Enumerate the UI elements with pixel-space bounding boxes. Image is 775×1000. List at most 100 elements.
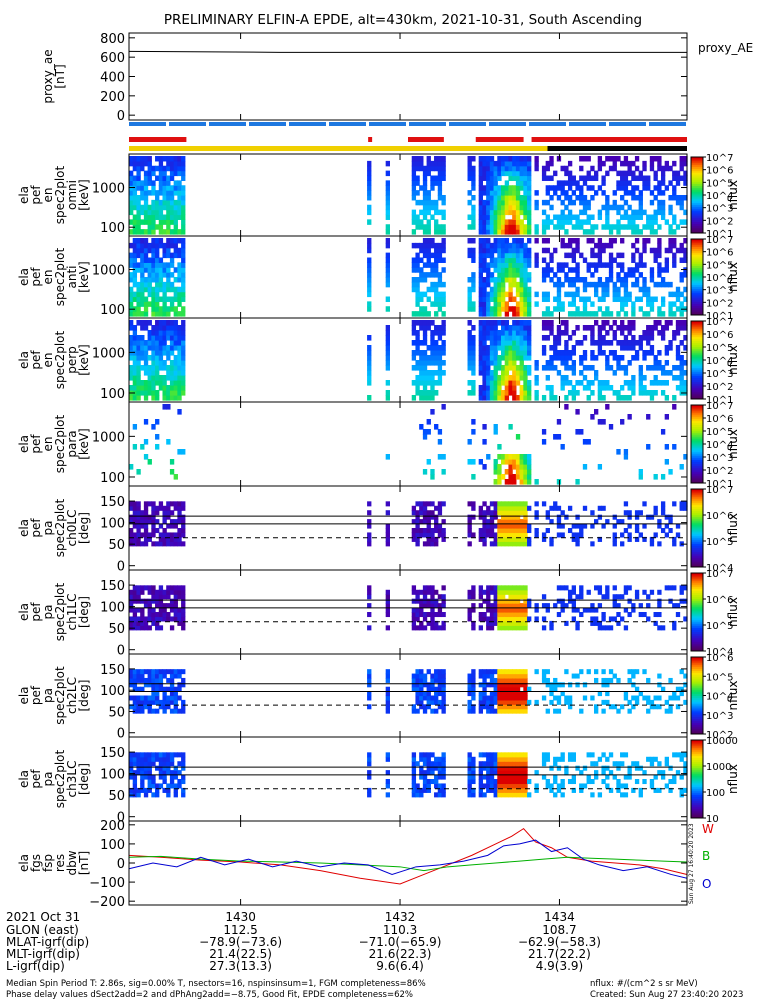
colorbar-cell: [691, 617, 703, 621]
heatmap-cell: [136, 699, 141, 705]
colorbar-cell: [691, 535, 703, 539]
heatmap-cell: [605, 360, 610, 366]
heatmap-cell: [493, 247, 498, 254]
heatmap-cell: [367, 532, 372, 538]
heatmap-cell: [143, 787, 149, 793]
heatmap-cell: [653, 195, 658, 201]
heatmap-cell: [140, 695, 145, 701]
heatmap-cell: [508, 306, 513, 312]
heatmap-cell: [151, 395, 156, 401]
heatmap-cell: [385, 523, 390, 529]
heatmap-cell: [512, 190, 517, 196]
heatmap-cell: [143, 175, 149, 181]
heatmap-cell: [385, 224, 390, 230]
heatmap-cell: [515, 301, 521, 307]
colorbar-cell: [691, 185, 703, 188]
heatmap-cell: [166, 224, 171, 230]
heatmap-cell: [556, 277, 562, 283]
heatmap-cell: [493, 375, 498, 381]
y-tick-label: 100: [100, 303, 125, 318]
heatmap-cell: [497, 454, 502, 460]
heatmap-cell: [441, 695, 446, 701]
heatmap-cell: [523, 686, 528, 692]
heatmap-cell: [367, 589, 372, 595]
heatmap-cell: [553, 779, 558, 785]
heatmap-cell: [564, 330, 569, 336]
heatmap-cell: [519, 156, 524, 162]
heatmap-cell: [605, 195, 610, 201]
colorbar-cell: [691, 682, 703, 685]
heatmap-cell: [385, 267, 390, 273]
heatmap-cell: [638, 532, 643, 538]
heatmap-cell: [162, 247, 167, 254]
heatmap-cell: [620, 267, 625, 273]
heatmap-cell: [508, 242, 513, 249]
heatmap-cell: [597, 281, 603, 288]
heatmap-cell: [653, 214, 658, 220]
heatmap-cell: [527, 195, 532, 201]
heatmap-cell: [612, 355, 617, 361]
heatmap-cell: [623, 199, 629, 206]
heatmap-cell: [664, 585, 669, 591]
heatmap-cell: [601, 594, 606, 600]
heatmap-cell: [657, 519, 662, 525]
heatmap-cell: [582, 695, 588, 701]
heatmap-cell: [649, 704, 655, 710]
heatmap-cell: [140, 385, 145, 391]
heatmap-cell: [181, 229, 186, 235]
heatmap-cell: [136, 770, 141, 776]
heatmap-cell: [523, 247, 528, 254]
heatmap-cell: [605, 625, 610, 631]
heatmap-cell: [155, 673, 160, 679]
heatmap-cell: [482, 519, 487, 525]
heatmap-cell: [411, 281, 417, 288]
heatmap-cell: [638, 603, 643, 609]
colorbar-cell: [691, 231, 703, 234]
heatmap-cell: [155, 247, 160, 254]
heatmap-cell: [177, 616, 182, 622]
heatmap-cell: [501, 792, 506, 798]
heatmap-cell: [567, 238, 573, 244]
heatmap-cell: [136, 390, 141, 396]
heatmap-cell: [155, 682, 160, 688]
status-bar-spin: [169, 122, 206, 126]
heatmap-cell: [620, 519, 625, 525]
heatmap-cell: [426, 585, 431, 591]
heatmap-cell: [605, 204, 610, 211]
heatmap-cell: [527, 170, 532, 177]
heatmap-cell: [564, 404, 569, 410]
heatmap-cell: [140, 708, 145, 714]
heatmap-cell: [527, 345, 532, 351]
heatmap-cell: [422, 774, 428, 780]
heatmap-cell: [166, 335, 171, 341]
heatmap-cell: [132, 616, 138, 622]
heatmap-cell: [612, 390, 617, 396]
colorbar-cell: [691, 574, 703, 578]
heatmap-cell: [173, 774, 178, 780]
heatmap-cell: [147, 708, 152, 714]
heatmap-cell: [512, 165, 517, 172]
heatmap-cell: [523, 262, 528, 268]
colorbar-tick-label: 10^3: [706, 453, 733, 464]
panel-ylabel-line: spec2plot: [53, 666, 67, 725]
heatmap-cell: [489, 252, 495, 259]
heatmap-cell: [158, 699, 164, 705]
heatmap-cell: [567, 699, 573, 705]
heatmap-cell: [620, 175, 625, 181]
heatmap-cell: [523, 296, 528, 302]
heatmap-cell: [553, 395, 558, 401]
heatmap-cell: [605, 170, 610, 177]
heatmap-cell: [415, 267, 420, 273]
heatmap-cell: [646, 311, 651, 317]
heatmap-cell: [627, 598, 632, 604]
heatmap-cell: [679, 257, 684, 263]
heatmap-cell: [471, 501, 476, 507]
heatmap-cell: [471, 779, 476, 785]
heatmap-cell: [162, 589, 167, 595]
heatmap-cell: [489, 708, 495, 714]
heatmap-cell: [426, 355, 431, 361]
heatmap-cell: [385, 355, 390, 361]
heatmap-cell: [497, 541, 502, 547]
heatmap-cell: [638, 370, 643, 376]
heatmap-cell: [493, 523, 498, 529]
